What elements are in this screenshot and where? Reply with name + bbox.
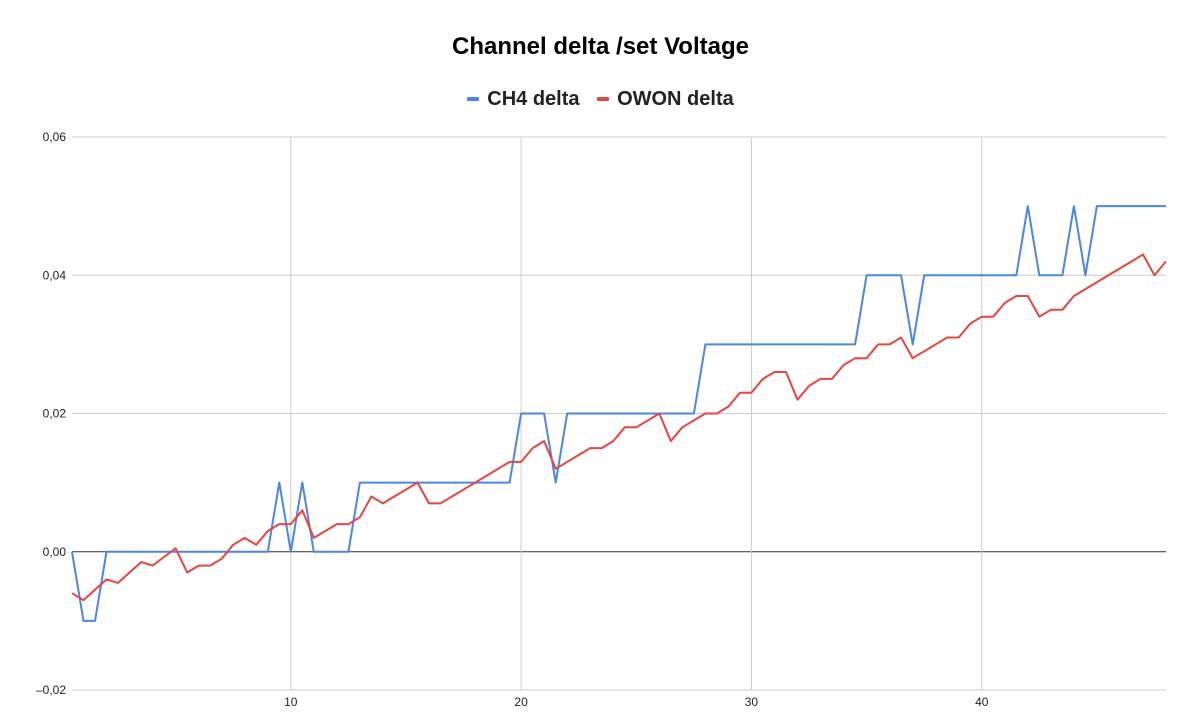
chart-legend: CH4 delta OWON delta: [0, 84, 1201, 111]
x-tick-label: 40: [975, 695, 989, 709]
x-tick-label: 20: [514, 695, 528, 709]
y-tick-label: –0,02: [36, 683, 66, 697]
y-tick-label: 0,02: [43, 407, 67, 421]
legend-item-owon[interactable]: OWON delta: [597, 88, 734, 111]
x-tick-label: 10: [284, 695, 298, 709]
y-tick-label: 0,04: [43, 268, 67, 282]
tick-labels: –0,02 0,00 0,02 0,04 0,06 10 20 30 40: [36, 130, 989, 709]
series-line-ch4-delta[interactable]: [71, 205, 1166, 622]
series-lines: [71, 205, 1167, 622]
x-tick-label: 30: [745, 695, 759, 709]
legend-label-owon: OWON delta: [617, 87, 734, 110]
legend-item-ch4[interactable]: CH4 delta: [467, 87, 580, 111]
legend-swatch-owon: [597, 97, 610, 101]
chart-title: Channel delta /set Voltage: [452, 33, 749, 60]
legend-label-ch4: CH4 delta: [487, 87, 580, 110]
series-line-owon-delta[interactable]: [71, 253, 1167, 602]
y-tick-label: 0,06: [43, 130, 67, 144]
y-tick-label: 0,00: [43, 545, 67, 559]
legend-swatch-ch4: [467, 97, 480, 101]
